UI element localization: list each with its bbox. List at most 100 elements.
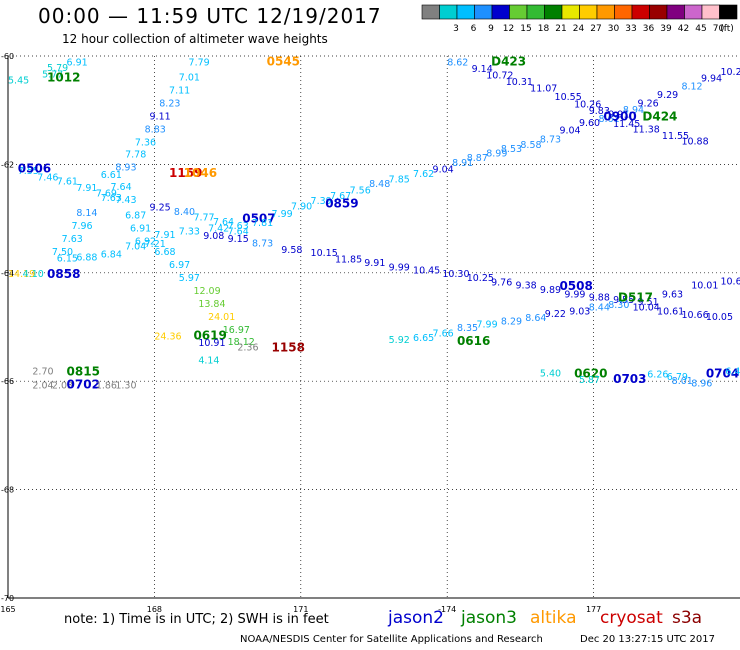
wave-height-point: 10.55 xyxy=(555,92,582,103)
wave-height-point: 7.04 xyxy=(125,242,146,253)
wave-height-point: 10.63 xyxy=(720,276,740,287)
wave-height-point: 4.10 xyxy=(23,269,44,280)
wave-height-point: 7.62 xyxy=(413,169,434,180)
legend-bin-label: 42 xyxy=(678,24,689,34)
wave-height-point: 8.91 xyxy=(452,158,473,169)
legend-bin-label: 9 xyxy=(488,24,494,34)
wave-height-point: 6.15 xyxy=(57,254,78,265)
wave-height-point: 10.91 xyxy=(198,338,225,349)
wave-height-point: 8.29 xyxy=(501,316,522,327)
wave-height-point: 7.36 xyxy=(135,138,156,149)
wave-height-point: 13.84 xyxy=(198,299,225,310)
wave-height-point: 6.79 xyxy=(667,372,688,383)
wave-height-point: 9.91 xyxy=(608,109,629,120)
wave-height-point: 6.65 xyxy=(413,333,434,344)
chart-subtitle: 12 hour collection of altimeter wave hei… xyxy=(62,32,328,46)
wave-height-point: 2.36 xyxy=(237,343,258,354)
wave-height-point: 7.56 xyxy=(350,185,371,196)
wave-height-point: 11.38 xyxy=(633,125,660,136)
pass-time-label: 0702 xyxy=(67,377,100,391)
wave-height-point: 1.30 xyxy=(115,380,136,391)
wave-height-point: 5.87 xyxy=(579,375,600,386)
x-tick-label: 165 xyxy=(0,605,15,614)
pass-time-label: 1046 xyxy=(184,166,217,180)
wave-height-point: 6.84 xyxy=(101,249,122,260)
legend-jason3: jason3 xyxy=(461,608,517,628)
wave-height-point: 6.61 xyxy=(101,170,122,181)
wave-height-point: 10.61 xyxy=(657,307,684,318)
wave-height-point: 7.50 xyxy=(52,247,73,258)
legend-bin-label: 15 xyxy=(520,24,531,34)
wave-height-point: 5.92 xyxy=(389,335,410,346)
pass-time-label: 0506 xyxy=(18,162,51,176)
pass-time-label: 1159 xyxy=(169,166,202,180)
wave-height-point: 7.66 xyxy=(433,328,454,339)
wave-height-point: 9.29 xyxy=(657,90,678,101)
wave-height-point: 10.23 xyxy=(720,67,740,78)
wave-height-point: 8.14 xyxy=(76,208,97,219)
wave-height-point: 9.58 xyxy=(281,245,302,256)
pass-time-label: 0704 xyxy=(706,367,739,381)
wave-height-point: 9.76 xyxy=(491,277,512,288)
legend-bin-label: 24 xyxy=(573,24,585,34)
wave-height-point: 8.99 xyxy=(486,148,507,159)
pass-time-label: D424 xyxy=(642,110,677,124)
wave-height-point: 7.78 xyxy=(125,150,146,161)
wave-height-point: 5.97 xyxy=(179,273,200,284)
wave-height-point: 7.64 xyxy=(110,182,131,193)
wave-height-point: 7.90 xyxy=(291,202,312,213)
wave-height-point: 8.35 xyxy=(457,323,478,334)
wave-height-point: 9.60 xyxy=(579,118,600,129)
wave-height-point: 10.01 xyxy=(691,281,718,292)
wave-height-point: 24.01 xyxy=(208,312,235,323)
wave-height-point: 7.79 xyxy=(189,57,210,68)
wave-height-point: 7.99 xyxy=(476,320,497,331)
wave-height-point: 7.55 xyxy=(18,166,39,177)
legend-bin-label: 27 xyxy=(590,24,601,34)
wave-height-point: 10.88 xyxy=(681,137,708,148)
wave-height-point: 9.26 xyxy=(638,99,659,110)
wave-height-point: 8.40 xyxy=(174,207,195,218)
legend-bin-label: 30 xyxy=(608,24,620,34)
wave-height-point: 11.85 xyxy=(335,255,362,266)
wave-height-point: 6.88 xyxy=(76,253,97,264)
wave-height-point: 6.68 xyxy=(154,247,175,258)
wave-height-point: 8.58 xyxy=(520,140,541,151)
legend-s3a: s3a xyxy=(672,608,703,628)
chart-title: 00:00 — 11:59 UTC 12/19/2017 xyxy=(38,4,382,28)
pass-time-label: 0616 xyxy=(457,334,490,348)
wave-height-point: 9.14 xyxy=(472,64,493,75)
wave-height-point: 9.51 xyxy=(638,297,659,308)
wave-height-point: 9.11 xyxy=(150,112,171,123)
legend-bin-label: 33 xyxy=(625,24,636,34)
wave-height-point: 8.73 xyxy=(252,238,273,249)
pass-time-label: 1012 xyxy=(47,71,80,85)
generated-timestamp: Dec 20 13:27:15 UTC 2017 xyxy=(580,634,715,645)
pass-time-label: 0815 xyxy=(67,364,100,378)
wave-height-point: 10.72 xyxy=(486,70,513,81)
x-tick-label: -174 xyxy=(438,605,456,614)
wave-height-point: 9.25 xyxy=(150,203,171,214)
wave-height-point: 9.89 xyxy=(540,285,561,296)
pass-time-label: 0619 xyxy=(193,329,226,343)
pass-time-label: 0703 xyxy=(613,372,646,386)
wave-height-point: 7.64 xyxy=(213,217,234,228)
wave-height-point: 6.91 xyxy=(67,57,88,68)
legend-bin-label: 70 xyxy=(713,24,725,34)
wave-height-point: 7.64 xyxy=(228,227,249,238)
wave-height-point: 9.91 xyxy=(364,258,385,269)
wave-height-point: 9.55 xyxy=(613,295,634,306)
wave-height-point: 11.55 xyxy=(662,131,689,142)
pass-time-label: 0507 xyxy=(242,212,275,226)
wave-height-point: 8.73 xyxy=(540,134,561,145)
legend-bin-label: 12 xyxy=(503,24,514,34)
wave-height-point: 7.33 xyxy=(179,227,200,238)
wave-height-point: 8.01 xyxy=(672,376,693,387)
pass-time-label: D517 xyxy=(618,291,653,305)
legend-bin-label: 45 xyxy=(695,24,706,34)
legend-bin-label: 18 xyxy=(538,24,550,34)
pass-time-label: 0545 xyxy=(267,54,300,68)
units-note: note: 1) Time is in UTC; 2) SWH is in fe… xyxy=(64,612,329,627)
wave-height-point: 10.04 xyxy=(633,302,660,313)
wave-height-point: 6.97 xyxy=(169,260,190,271)
